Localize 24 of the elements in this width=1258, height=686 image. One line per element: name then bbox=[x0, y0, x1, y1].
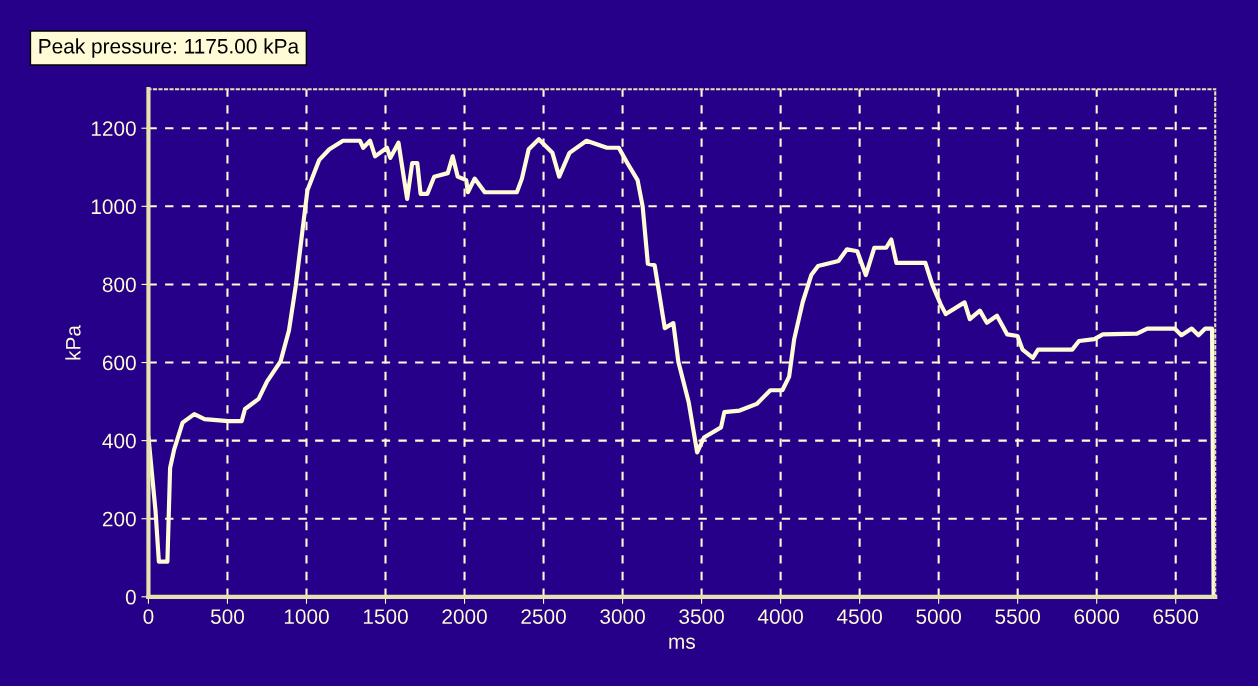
x-tick-label: 5500 bbox=[995, 609, 1041, 624]
x-axis-title: ms bbox=[669, 637, 695, 649]
x-tick-label: 4500 bbox=[836, 609, 882, 624]
x-tick-label: 3000 bbox=[600, 609, 645, 624]
y-tick-label: 400 bbox=[102, 433, 136, 449]
x-tick-label: 3500 bbox=[679, 609, 724, 624]
y-tick-label: 1200 bbox=[91, 121, 136, 136]
x-tick-label: 5000 bbox=[916, 609, 962, 624]
x-tick-label: 6500 bbox=[1153, 609, 1199, 624]
x-tick-label: 1000 bbox=[284, 609, 329, 624]
y-tick-label: 1000 bbox=[91, 199, 136, 215]
y-tick-label: 0 bbox=[125, 589, 136, 605]
y-tick-label: 800 bbox=[102, 277, 136, 293]
x-tick-label: 2000 bbox=[442, 609, 487, 624]
y-tick-label: 600 bbox=[102, 355, 136, 371]
x-tick-label: 6000 bbox=[1074, 609, 1120, 624]
x-tick-label: 500 bbox=[210, 609, 245, 624]
x-tick-label: 2500 bbox=[521, 609, 566, 624]
x-tick-label: 0 bbox=[143, 609, 154, 624]
y-axis-title: kPa bbox=[65, 325, 81, 360]
x-tick-label: 1500 bbox=[363, 609, 408, 624]
text: Peak pressure: 1175.00 kPa bbox=[39, 38, 300, 58]
y-tick-label: 200 bbox=[102, 511, 136, 527]
x-tick-label: 4000 bbox=[757, 609, 803, 624]
